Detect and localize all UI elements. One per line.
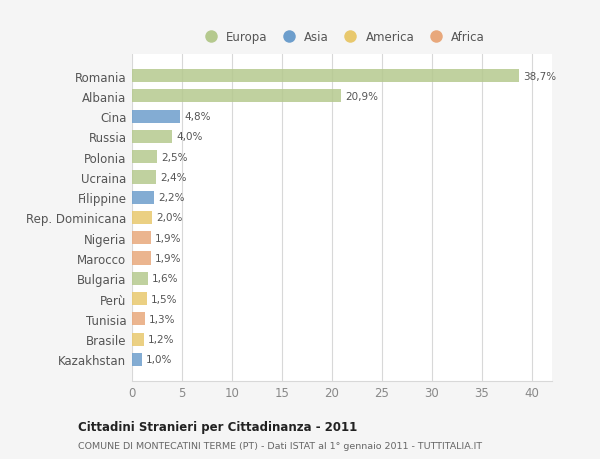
Text: 20,9%: 20,9%: [345, 92, 378, 102]
Bar: [132, 90, 341, 103]
Bar: [132, 110, 180, 123]
Text: COMUNE DI MONTECATINI TERME (PT) - Dati ISTAT al 1° gennaio 2011 - TUTTITALIA.IT: COMUNE DI MONTECATINI TERME (PT) - Dati …: [78, 441, 482, 450]
Bar: [132, 353, 142, 366]
Text: 1,5%: 1,5%: [151, 294, 178, 304]
Bar: [132, 151, 157, 164]
Text: 2,5%: 2,5%: [161, 152, 187, 162]
Bar: [132, 171, 156, 184]
Bar: [132, 232, 151, 245]
Bar: [132, 292, 147, 306]
Text: 1,6%: 1,6%: [152, 274, 179, 284]
Text: 1,9%: 1,9%: [155, 253, 182, 263]
Bar: [132, 130, 172, 144]
Text: Cittadini Stranieri per Cittadinanza - 2011: Cittadini Stranieri per Cittadinanza - 2…: [78, 420, 357, 433]
Bar: [132, 212, 152, 224]
Text: 4,8%: 4,8%: [184, 112, 211, 122]
Bar: [132, 70, 519, 83]
Text: 2,4%: 2,4%: [160, 173, 187, 183]
Text: 1,3%: 1,3%: [149, 314, 176, 324]
Text: 1,9%: 1,9%: [155, 233, 182, 243]
Bar: [132, 252, 151, 265]
Bar: [132, 272, 148, 285]
Bar: [132, 191, 154, 204]
Text: 2,2%: 2,2%: [158, 193, 185, 203]
Legend: Europa, Asia, America, Africa: Europa, Asia, America, Africa: [197, 28, 487, 46]
Bar: [132, 333, 144, 346]
Text: 38,7%: 38,7%: [523, 72, 556, 81]
Text: 1,0%: 1,0%: [146, 355, 172, 364]
Text: 1,2%: 1,2%: [148, 334, 175, 344]
Text: 2,0%: 2,0%: [156, 213, 182, 223]
Text: 4,0%: 4,0%: [176, 132, 202, 142]
Bar: [132, 313, 145, 326]
